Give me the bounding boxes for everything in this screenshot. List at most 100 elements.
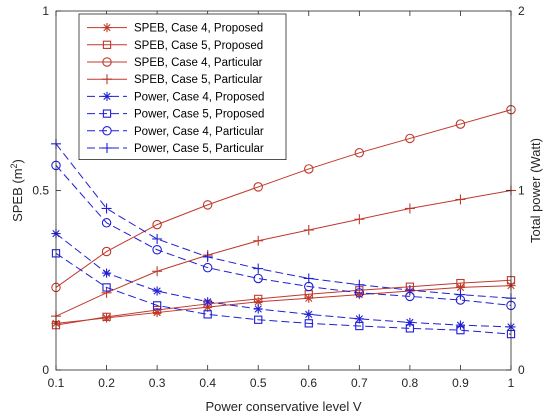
series-3-point-8	[405, 133, 415, 144]
y-right-tick-label: 0	[518, 363, 525, 377]
legend-swatch-marker-square	[102, 109, 112, 118]
series-1-point-3-stroke-d2	[153, 308, 161, 317]
legend-swatch-marker-square	[102, 40, 112, 49]
series-6-point-3	[152, 301, 162, 310]
series-7-point-5-circle	[253, 273, 263, 284]
x-axis-title: Power conservative level V	[205, 399, 361, 414]
series-3-point-9-circle	[455, 119, 466, 129]
x-tick-label: 0.1	[48, 376, 65, 390]
series-7-point-4-circle	[202, 262, 213, 273]
series-8-point-8	[404, 285, 415, 296]
series-3-point-6	[304, 164, 314, 174]
series-3-point-8-circle	[405, 133, 415, 144]
series-6-point-7	[355, 321, 364, 331]
legend-swatch-marker	[102, 74, 112, 85]
series-6-point-6	[304, 319, 313, 328]
series-3-point-9	[455, 119, 466, 129]
series-2-point-5-square	[254, 294, 263, 304]
series-1-point-5-stroke-d2	[254, 298, 262, 306]
x-tick-label: 0.9	[452, 376, 469, 390]
series-4-point-9	[455, 194, 466, 205]
y-right-axis-title: Total power (Watt)	[528, 138, 543, 243]
series-6-point-2-square	[102, 283, 111, 292]
series-3-point-3	[152, 219, 162, 230]
y-left-tick-label: 0.5	[32, 184, 49, 198]
series-7	[51, 160, 516, 311]
x-tick-label: 0.8	[402, 376, 419, 390]
series-2-point-9-square	[456, 278, 465, 288]
series-3-point-7-circle	[354, 148, 365, 158]
series-3-point-4-circle	[202, 200, 213, 210]
series-5-point-5-stroke-d2	[254, 305, 262, 313]
y-left-tick-label: 0	[42, 363, 49, 377]
legend-box	[78, 13, 287, 161]
series-3-point-4	[202, 200, 213, 210]
x-tick-label: 0.6	[300, 376, 317, 390]
y-left-title-suffix: )	[10, 159, 25, 163]
series-8-line	[55, 143, 512, 299]
series-7-point-3-circle	[152, 244, 162, 255]
series-6-point-4-square	[203, 310, 212, 319]
series-5-point-6-stroke-d2	[305, 310, 313, 318]
series-3-point-2	[101, 246, 112, 257]
series-6-point-2	[102, 283, 111, 292]
series-5-point-9	[455, 320, 466, 330]
series-5-point-6	[304, 309, 314, 319]
series-5-point-9-stroke-d2	[456, 321, 465, 329]
series-5-point-5	[253, 304, 263, 314]
series-3-point-5-circle	[253, 182, 263, 192]
series-5-point-3	[152, 286, 162, 296]
series-3-point-7	[354, 148, 365, 158]
x-tick-label: 0.5	[250, 376, 267, 390]
legend-swatch-marker	[102, 143, 112, 153]
series-6-point-8	[405, 324, 415, 333]
x-tick-label: 0.3	[149, 376, 166, 390]
series-7-point-2-circle	[101, 218, 112, 228]
legend-label: SPEB, Case 5, Proposed	[134, 40, 263, 52]
legend-entry-4: SPEB, Case 5, Particular	[87, 74, 263, 86]
series-4-point-3	[152, 266, 163, 277]
legend: SPEB, Case 4, Proposed SPEB, Case 5, Prop…	[78, 13, 287, 161]
series-1-point-9-stroke-d2	[456, 283, 465, 292]
legend-swatch-marker-circle	[102, 126, 112, 136]
series-5-point-7	[354, 314, 364, 324]
series-2-point-9	[456, 278, 465, 288]
series-6-point-3-square	[152, 301, 162, 310]
y-right-tick-label: 1	[518, 184, 525, 198]
series-6-point-9	[456, 326, 465, 335]
legend-entry-1: SPEB, Case 4, Proposed	[87, 23, 263, 35]
series-4-point-8	[404, 203, 415, 214]
series-6-point-6-square	[304, 319, 313, 328]
legend-swatch-marker	[102, 23, 112, 33]
series-5-point-4-stroke-d2	[204, 298, 212, 306]
series-5-line	[55, 233, 512, 328]
legend-label: Power, Case 4, Particular	[134, 126, 264, 138]
series-2-point-3	[152, 305, 162, 315]
legend-entry-8: Power, Case 5, Particular	[87, 143, 264, 155]
series-4-point-7	[354, 214, 365, 225]
legend-entry-5: Power, Case 4, Proposed	[87, 91, 264, 103]
y-left-tick-label: 1	[42, 4, 49, 18]
legend-swatch-marker	[102, 109, 112, 118]
x-tick-label: 0.7	[351, 376, 368, 390]
legend-swatch-marker-stroke-d2	[103, 92, 111, 101]
series-8-point-9	[455, 289, 466, 300]
series-5-point-2	[101, 268, 112, 278]
series-2-point-3-square	[152, 305, 162, 315]
series-6-point-5	[254, 315, 263, 324]
legend-entry-6: Power, Case 5, Proposed	[87, 109, 264, 121]
legend-swatch-marker	[102, 57, 112, 67]
series-2-point-2	[102, 312, 111, 322]
series-6-point-7-square	[355, 321, 364, 331]
series-5-point-2-stroke-d2	[102, 269, 111, 277]
series-8-point-2	[101, 203, 112, 214]
x-tick-label: 0.4	[199, 376, 216, 390]
legend-entry-3: SPEB, Case 4, Particular	[87, 57, 263, 69]
legend-label: Power, Case 5, Proposed	[134, 109, 264, 121]
series-3-line	[55, 109, 512, 288]
series-5-point-4	[203, 297, 213, 307]
series-3-point-5	[253, 182, 263, 192]
